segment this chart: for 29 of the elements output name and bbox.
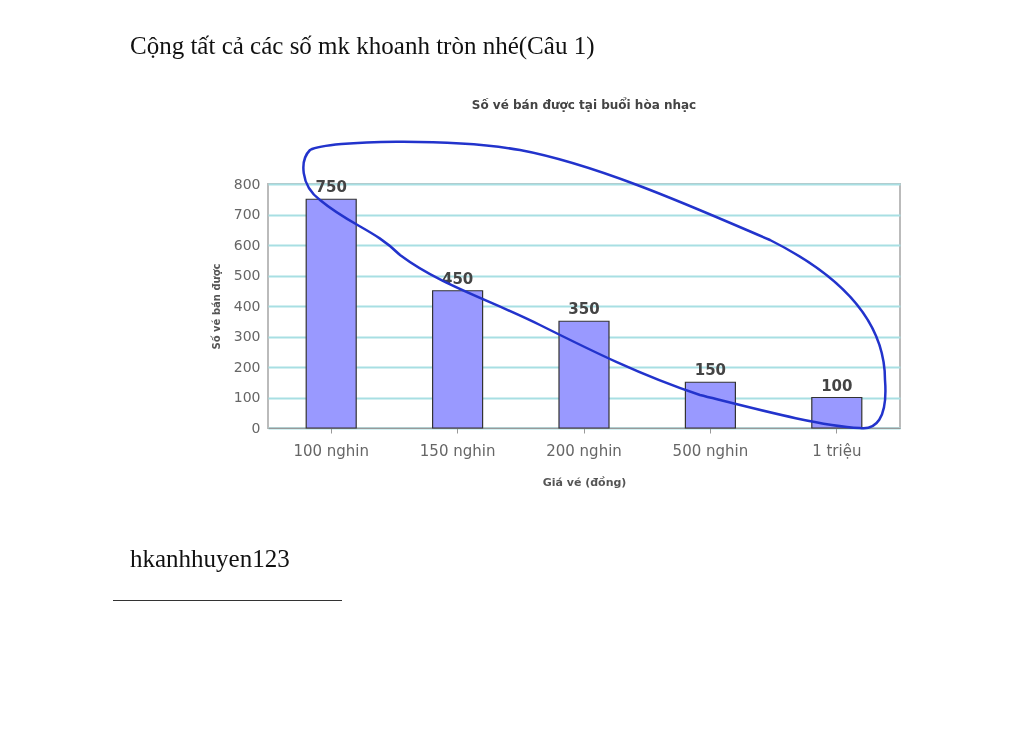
y-tick-label: 800 <box>233 175 261 192</box>
x-tick-label: 100 nghin <box>293 441 369 460</box>
bar <box>684 381 736 429</box>
bar <box>432 290 484 429</box>
y-tick-label: 600 <box>233 236 261 253</box>
x-axis-title: Giá vé (đồng) <box>542 475 627 489</box>
y-tick-label: 500 <box>233 267 261 283</box>
y-axis-title: Số vé bán được <box>209 263 222 350</box>
y-tick-label: 0 <box>251 419 261 436</box>
text: Cộng tất cả các số mk khoanh tròn nhé(Câu 1) <box>130 32 595 60</box>
data-label: 750 <box>315 178 347 197</box>
text: hkanhhuyen123 <box>130 545 290 573</box>
bar <box>811 396 863 429</box>
x-tick-label: 500 nghin <box>672 441 749 460</box>
y-tick-label: 200 <box>233 358 261 375</box>
data-label: 150 <box>694 361 727 380</box>
y-tick-label: 700 <box>233 206 261 222</box>
y-tick-label: 300 <box>233 328 261 344</box>
bar <box>558 320 610 429</box>
chart-title: Số vé bán được tại buổi hòa nhạc <box>471 97 697 112</box>
data-label: 450 <box>441 269 474 288</box>
data-label: 100 <box>821 376 853 395</box>
bar <box>305 198 357 429</box>
data-label: 350 <box>568 300 600 319</box>
x-tick-label: 150 nghin <box>419 441 496 460</box>
y-tick-label: 400 <box>233 297 261 314</box>
x-tick-label: 200 nghin <box>546 441 622 460</box>
y-tick-label: 100 <box>233 389 261 405</box>
x-tick-label: 1 triệu <box>812 441 862 460</box>
